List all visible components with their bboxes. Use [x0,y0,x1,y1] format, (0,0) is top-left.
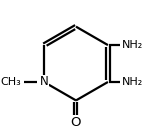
Text: N: N [40,75,48,88]
Text: CH₃: CH₃ [0,77,21,87]
Text: O: O [71,116,81,129]
Text: NH₂: NH₂ [122,77,144,87]
Text: NH₂: NH₂ [122,40,144,50]
